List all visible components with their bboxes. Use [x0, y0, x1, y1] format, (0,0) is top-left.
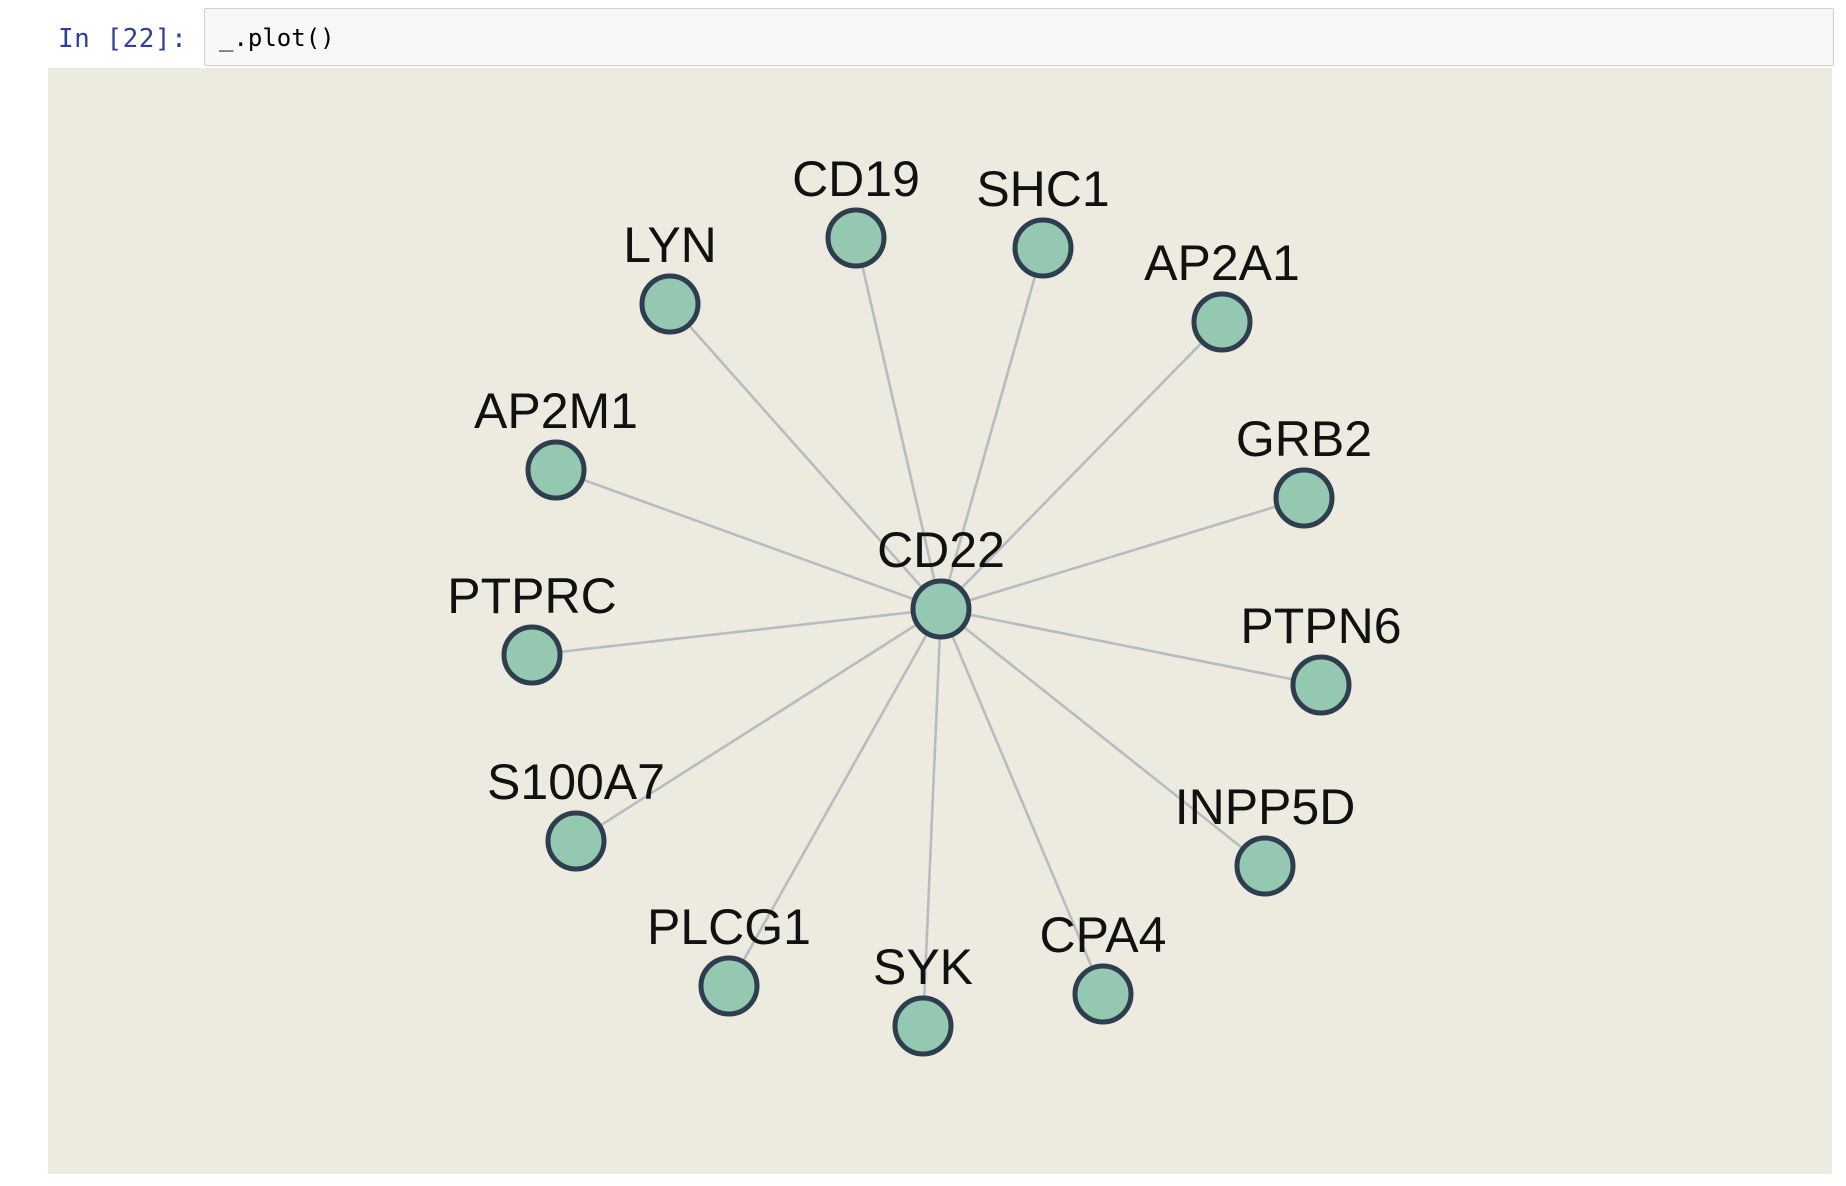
edge-cd22-lyn — [669, 303, 942, 610]
node-label: CPA4 — [1040, 907, 1167, 963]
edge-cd22-ptprc — [531, 607, 942, 657]
node-label: S100A7 — [487, 754, 665, 810]
edge-cd22-cd19 — [854, 237, 943, 610]
node-circle[interactable] — [1273, 467, 1335, 529]
node-label: GRB2 — [1236, 411, 1372, 467]
edge-cd22-s100a7 — [575, 607, 942, 843]
node-plcg1[interactable]: PLCG1 — [647, 899, 811, 1017]
edge-cd22-syk — [921, 608, 943, 1027]
node-lyn[interactable]: LYN — [623, 217, 717, 335]
edge-cd22-ap2m1 — [555, 468, 942, 611]
node-circle[interactable] — [910, 578, 972, 640]
edge-cd22-ap2a1 — [940, 321, 1223, 610]
node-label: AP2A1 — [1144, 235, 1300, 291]
node-ap2a1[interactable]: AP2A1 — [1144, 235, 1300, 353]
edge-cd22-cpa4 — [939, 608, 1105, 995]
network-graph: CD22 CD19 SHC1 LYN AP2A1 AP2M1 GRB2 PTPRC PTPN6 S… — [447, 151, 1402, 1057]
edge-cd22-ptpn6 — [940, 607, 1322, 687]
node-circle[interactable] — [825, 207, 887, 269]
node-label: AP2M1 — [474, 383, 638, 439]
node-label: CD22 — [877, 522, 1005, 578]
node-label: PTPN6 — [1240, 598, 1401, 654]
node-label: PLCG1 — [647, 899, 811, 955]
node-circle[interactable] — [1290, 654, 1352, 716]
node-circle[interactable] — [1234, 835, 1296, 897]
node-cpa4[interactable]: CPA4 — [1040, 907, 1167, 1025]
code-text: _.plot() — [219, 24, 335, 52]
node-circle[interactable] — [1191, 291, 1253, 353]
node-cd19[interactable]: CD19 — [792, 151, 920, 269]
node-label: INPP5D — [1175, 779, 1356, 835]
node-cd22[interactable]: CD22 — [877, 522, 1005, 640]
node-label: LYN — [623, 217, 717, 273]
node-circle[interactable] — [698, 955, 760, 1017]
node-ptpn6[interactable]: PTPN6 — [1240, 598, 1402, 716]
node-circle[interactable] — [545, 810, 607, 872]
node-label: SHC1 — [976, 161, 1109, 217]
edge-cd22-plcg1 — [727, 608, 943, 987]
node-circle[interactable] — [892, 995, 954, 1057]
node-ptprc[interactable]: PTPRC — [447, 568, 617, 686]
node-circle[interactable] — [1072, 963, 1134, 1025]
node-circle[interactable] — [1012, 217, 1074, 279]
node-inpp5d[interactable]: INPP5D — [1175, 779, 1356, 897]
node-grb2[interactable]: GRB2 — [1236, 411, 1372, 529]
node-label: SYK — [873, 939, 973, 995]
input-prompt: In [22]: — [58, 24, 188, 54]
node-label: PTPRC — [447, 568, 616, 624]
node-shc1[interactable]: SHC1 — [976, 161, 1110, 279]
edge-cd22-inpp5d — [940, 607, 1266, 868]
edge-cd22-grb2 — [940, 496, 1305, 611]
edge-layer — [531, 237, 1322, 1027]
code-input[interactable]: _.plot() — [204, 8, 1834, 66]
node-s100a7[interactable]: S100A7 — [487, 754, 665, 872]
node-syk[interactable]: SYK — [873, 939, 973, 1057]
node-circle[interactable] — [639, 273, 701, 335]
node-circle[interactable] — [501, 624, 563, 686]
node-label: CD19 — [792, 151, 920, 207]
plot-output: CD22 CD19 SHC1 LYN AP2A1 AP2M1 GRB2 PTPRC PTPN6 S… — [48, 68, 1832, 1174]
node-layer: CD22 CD19 SHC1 LYN AP2A1 AP2M1 GRB2 PTPRC PTPN6 S… — [447, 151, 1402, 1057]
node-circle[interactable] — [525, 439, 587, 501]
node-ap2m1[interactable]: AP2M1 — [474, 383, 638, 501]
edge-cd22-shc1 — [939, 247, 1045, 610]
